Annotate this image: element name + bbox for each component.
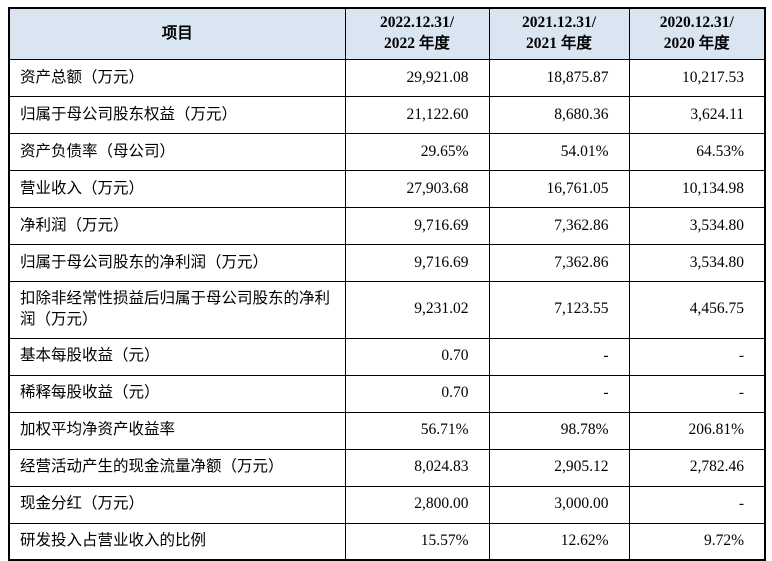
value-2021: 98.78%: [488, 411, 630, 450]
value-2021: 18,875.87: [488, 59, 630, 97]
header-item-column: 项目: [8, 7, 346, 60]
header-period-2020: 2020.12.31/ 2020 年度: [628, 7, 766, 60]
row-label: 加权平均净资产收益率: [8, 411, 346, 450]
value-2021: -: [488, 337, 630, 376]
value-2021: 7,362.86: [488, 244, 630, 282]
table-row: 净利润（万元） 9,716.69 7,362.86 3,534.80: [8, 207, 766, 245]
value-2022: 29,921.08: [344, 59, 490, 97]
header-2021-date: 2021.12.31/: [521, 14, 597, 32]
value-2022: 0.70: [344, 337, 490, 376]
header-item-label: 项目: [161, 24, 193, 42]
table-row: 经营活动产生的现金流量净额（万元） 8,024.83 2,905.12 2,78…: [8, 448, 766, 487]
header-2022-year: 2022 年度: [384, 35, 450, 52]
header-2022-date: 2022.12.31/: [379, 14, 455, 32]
value-2022: 27,903.68: [344, 170, 490, 208]
table-row: 资产总额（万元） 29,921.08 18,875.87 10,217.53: [8, 59, 766, 97]
header-period-2022: 2022.12.31/ 2022 年度: [344, 7, 490, 60]
table-row: 稀释每股收益（元） 0.70 - -: [8, 374, 766, 413]
value-2022: 21,122.60: [344, 96, 490, 134]
value-2022: 9,231.02: [344, 281, 490, 339]
value-2022: 56.71%: [344, 411, 490, 450]
value-2020: 4,456.75: [628, 281, 766, 339]
table-row: 归属于母公司股东的净利润（万元） 9,716.69 7,362.86 3,534…: [8, 244, 766, 282]
value-2022: 2,800.00: [344, 485, 490, 524]
table-row: 基本每股收益（元） 0.70 - -: [8, 337, 766, 376]
value-2020: 3,534.80: [628, 244, 766, 282]
value-2022: 9,716.69: [344, 244, 490, 282]
table-header: 项目 2022.12.31/ 2022 年度 2021.12.31/ 2021 …: [8, 7, 766, 60]
value-2020: 64.53%: [628, 133, 766, 171]
table-row: 营业收入（万元） 27,903.68 16,761.05 10,134.98: [8, 170, 766, 208]
row-label: 归属于母公司股东的净利润（万元）: [8, 244, 346, 282]
value-2020: 10,217.53: [628, 59, 766, 97]
table-body: 资产总额（万元） 29,921.08 18,875.87 10,217.53 归…: [8, 59, 766, 561]
value-2021: 7,362.86: [488, 207, 630, 245]
value-2020: -: [628, 485, 766, 524]
value-2021: 12.62%: [488, 522, 630, 561]
table-row: 资产负债率（母公司） 29.65% 54.01% 64.53%: [8, 133, 766, 171]
value-2022: 8,024.83: [344, 448, 490, 487]
header-period-2021: 2021.12.31/ 2021 年度: [488, 7, 630, 60]
value-2021: 3,000.00: [488, 485, 630, 524]
value-2020: 2,782.46: [628, 448, 766, 487]
value-2021: 8,680.36: [488, 96, 630, 134]
value-2021: 7,123.55: [488, 281, 630, 339]
financial-summary-table: 项目 2022.12.31/ 2022 年度 2021.12.31/ 2021 …: [8, 7, 766, 561]
value-2020: 206.81%: [628, 411, 766, 450]
header-2020-year: 2020 年度: [663, 35, 730, 52]
value-2021: 54.01%: [488, 133, 630, 171]
row-label: 资产负债率（母公司）: [8, 133, 346, 171]
row-label: 资产总额（万元）: [8, 59, 346, 97]
value-2020: 3,624.11: [628, 96, 766, 134]
value-2022: 15.57%: [344, 522, 490, 561]
header-2020-date: 2020.12.31/: [659, 14, 734, 32]
row-label: 基本每股收益（元）: [8, 337, 346, 376]
value-2020: 9.72%: [628, 522, 766, 561]
table-row: 现金分红（万元） 2,800.00 3,000.00 -: [8, 485, 766, 524]
row-label: 现金分红（万元）: [8, 485, 346, 524]
value-2021: 16,761.05: [488, 170, 630, 208]
value-2021: -: [488, 374, 630, 413]
row-label: 经营活动产生的现金流量净额（万元）: [8, 448, 346, 487]
table-row: 研发投入占营业收入的比例 15.57% 12.62% 9.72%: [8, 522, 766, 561]
value-2021: 2,905.12: [488, 448, 630, 487]
row-label: 营业收入（万元）: [8, 170, 346, 208]
value-2020: -: [628, 337, 766, 376]
table-row: 归属于母公司股东权益（万元） 21,122.60 8,680.36 3,624.…: [8, 96, 766, 134]
header-2021-year: 2021 年度: [526, 35, 592, 52]
value-2020: 10,134.98: [628, 170, 766, 208]
row-label: 研发投入占营业收入的比例: [8, 522, 346, 561]
value-2020: -: [628, 374, 766, 413]
table-row: 加权平均净资产收益率 56.71% 98.78% 206.81%: [8, 411, 766, 450]
row-label: 稀释每股收益（元）: [8, 374, 346, 413]
value-2020: 3,534.80: [628, 207, 766, 245]
row-label: 净利润（万元）: [8, 207, 346, 245]
value-2022: 29.65%: [344, 133, 490, 171]
row-label: 归属于母公司股东权益（万元）: [8, 96, 346, 134]
value-2022: 9,716.69: [344, 207, 490, 245]
table-row: 扣除非经常性损益后归属于母公司股东的净利润（万元） 9,231.02 7,123…: [8, 281, 766, 339]
value-2022: 0.70: [344, 374, 490, 413]
row-label: 扣除非经常性损益后归属于母公司股东的净利润（万元）: [8, 281, 346, 339]
